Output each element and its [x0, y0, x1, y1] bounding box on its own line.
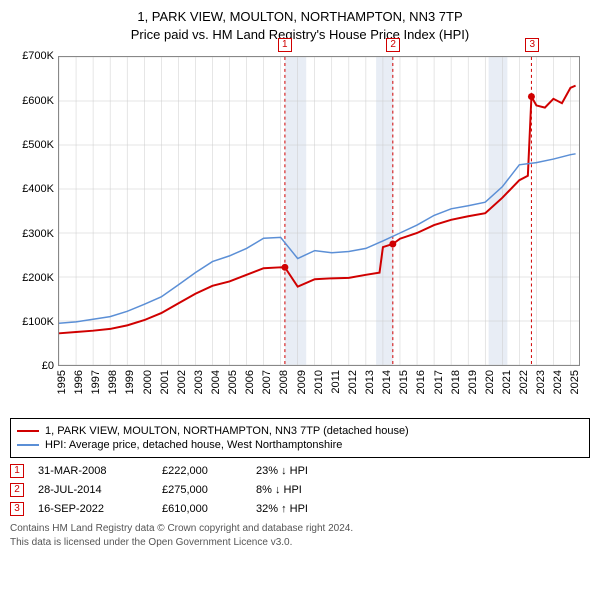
sales-date: 16-SEP-2022 — [38, 503, 148, 515]
sales-marker: 2 — [10, 483, 24, 497]
sales-price: £610,000 — [162, 503, 242, 515]
title-line-1: 1, PARK VIEW, MOULTON, NORTHAMPTON, NN3 … — [10, 8, 590, 26]
legend-row: 1, PARK VIEW, MOULTON, NORTHAMPTON, NN3 … — [17, 425, 583, 437]
event-marker-box: 1 — [278, 38, 292, 52]
y-tick-label: £200K — [10, 272, 54, 284]
sales-date: 28-JUL-2014 — [38, 484, 148, 496]
y-tick-label: £500K — [10, 139, 54, 151]
shaded-band — [489, 57, 508, 365]
shaded-band — [376, 57, 393, 365]
y-tick-label: £700K — [10, 50, 54, 62]
chart-area: £0£100K£200K£300K£400K£500K£600K£700K 19… — [10, 50, 590, 410]
legend-swatch — [17, 430, 39, 432]
sales-row: 3 16-SEP-2022 £610,000 32% ↑ HPI — [10, 502, 590, 516]
sales-table: 1 31-MAR-2008 £222,000 23% ↓ HPI 2 28-JUL-201… — [10, 464, 590, 516]
event-marker-box: 2 — [386, 38, 400, 52]
sales-date: 31-MAR-2008 — [38, 465, 148, 477]
footer-line-2: This data is licensed under the Open Gov… — [10, 536, 590, 550]
sales-marker: 3 — [10, 502, 24, 516]
legend-label: HPI: Average price, detached house, West… — [45, 439, 342, 451]
legend: 1, PARK VIEW, MOULTON, NORTHAMPTON, NN3 … — [10, 418, 590, 458]
chart-title: 1, PARK VIEW, MOULTON, NORTHAMPTON, NN3 … — [10, 8, 590, 44]
event-point — [389, 241, 396, 248]
shaded-band — [285, 57, 306, 365]
footer-line-1: Contains HM Land Registry data © Crown c… — [10, 522, 590, 536]
title-line-2: Price paid vs. HM Land Registry's House … — [10, 26, 590, 44]
plot-area — [58, 56, 580, 366]
y-tick-label: £600K — [10, 95, 54, 107]
event-point — [528, 93, 535, 100]
legend-row: HPI: Average price, detached house, West… — [17, 439, 583, 451]
footer-attribution: Contains HM Land Registry data © Crown c… — [10, 522, 590, 549]
sales-marker: 1 — [10, 464, 24, 478]
plot-svg — [59, 57, 579, 365]
chart-container: 1, PARK VIEW, MOULTON, NORTHAMPTON, NN3 … — [0, 0, 600, 553]
event-marker-box: 3 — [525, 38, 539, 52]
sales-delta: 23% ↓ HPI — [256, 465, 346, 477]
sales-delta: 32% ↑ HPI — [256, 503, 346, 515]
y-tick-label: £0 — [10, 360, 54, 372]
sales-row: 1 31-MAR-2008 £222,000 23% ↓ HPI — [10, 464, 590, 478]
sales-price: £222,000 — [162, 465, 242, 477]
x-tick-label: 2025 — [569, 370, 600, 394]
y-tick-label: £300K — [10, 228, 54, 240]
event-point — [281, 264, 288, 271]
y-tick-label: £100K — [10, 316, 54, 328]
legend-swatch — [17, 444, 39, 446]
sales-price: £275,000 — [162, 484, 242, 496]
y-tick-label: £400K — [10, 183, 54, 195]
legend-label: 1, PARK VIEW, MOULTON, NORTHAMPTON, NN3 … — [45, 425, 409, 437]
sales-delta: 8% ↓ HPI — [256, 484, 346, 496]
sales-row: 2 28-JUL-2014 £275,000 8% ↓ HPI — [10, 483, 590, 497]
